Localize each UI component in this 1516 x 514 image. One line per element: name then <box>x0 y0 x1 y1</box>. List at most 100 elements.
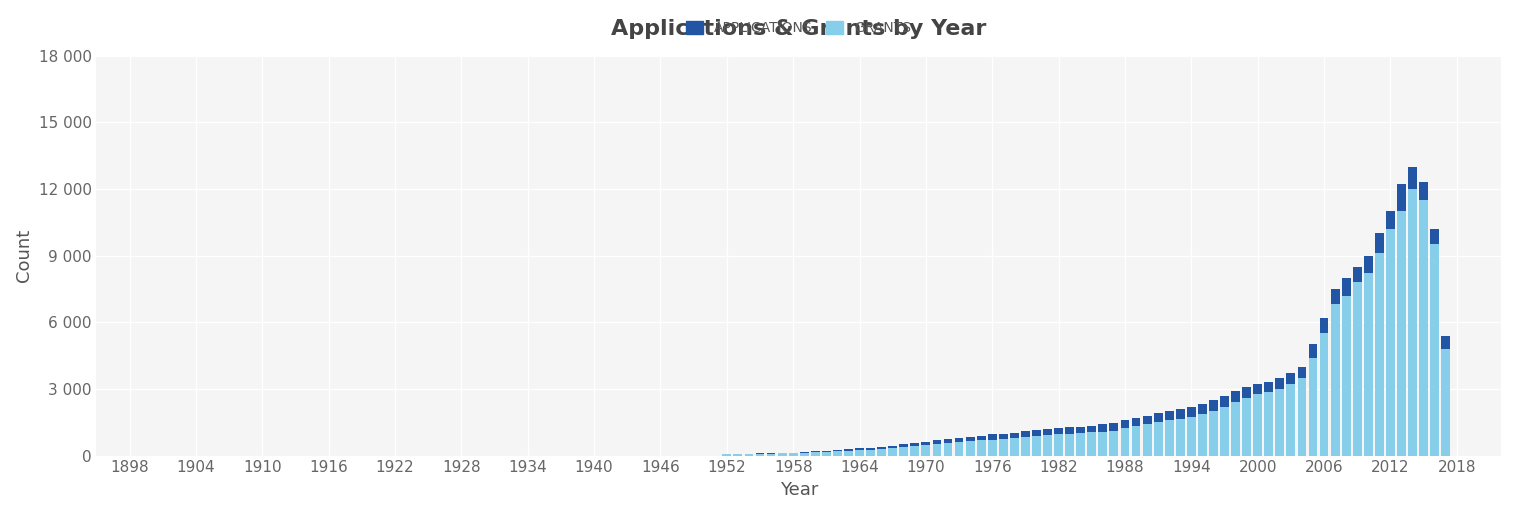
Bar <box>1242 398 1251 455</box>
Bar <box>811 451 820 455</box>
Bar <box>911 446 919 455</box>
Bar <box>811 452 820 455</box>
Bar <box>855 448 864 455</box>
Bar <box>832 451 841 455</box>
Bar <box>1066 427 1075 455</box>
Bar <box>1364 273 1372 455</box>
Bar <box>1254 384 1263 455</box>
Bar <box>976 435 985 455</box>
Bar <box>1066 434 1075 455</box>
Bar <box>1176 409 1184 455</box>
Bar <box>1287 373 1295 455</box>
Bar <box>943 443 952 455</box>
Bar <box>1020 437 1029 455</box>
Bar <box>899 447 908 455</box>
Bar <box>899 445 908 455</box>
Bar <box>1032 436 1041 455</box>
Bar <box>955 442 964 455</box>
Bar <box>778 453 787 455</box>
Bar <box>1076 427 1085 455</box>
Bar <box>1076 433 1085 455</box>
Bar <box>1010 433 1019 455</box>
Bar <box>999 434 1008 455</box>
Bar <box>888 446 897 455</box>
Bar <box>1176 419 1184 455</box>
Bar <box>734 453 743 455</box>
Bar <box>1331 289 1340 455</box>
Bar <box>800 452 808 455</box>
Bar <box>1287 384 1295 455</box>
Bar <box>788 453 797 455</box>
Bar <box>1342 296 1351 455</box>
Bar <box>1032 430 1041 455</box>
Bar <box>1087 426 1096 455</box>
Bar <box>1164 420 1173 455</box>
Bar <box>844 451 854 455</box>
Bar <box>1442 349 1451 455</box>
Bar <box>1198 414 1207 455</box>
Legend: APPLICATIONS, GRANTS: APPLICATIONS, GRANTS <box>679 14 919 42</box>
Bar <box>1120 428 1129 455</box>
Bar <box>932 444 941 455</box>
Bar <box>844 449 854 455</box>
Bar <box>1419 182 1428 455</box>
Bar <box>1143 424 1152 455</box>
Bar <box>878 449 885 455</box>
Bar <box>1375 233 1384 455</box>
Bar <box>1054 434 1063 455</box>
Bar <box>767 453 776 455</box>
Bar <box>1331 304 1340 455</box>
Bar <box>1043 435 1052 455</box>
Bar <box>1043 429 1052 455</box>
Bar <box>723 454 731 455</box>
Bar <box>1398 185 1405 455</box>
Bar <box>1187 417 1196 455</box>
Bar <box>822 451 831 455</box>
Bar <box>1386 211 1395 455</box>
Bar <box>1298 366 1307 455</box>
Bar <box>888 449 897 455</box>
Bar <box>1319 334 1328 455</box>
Bar <box>966 437 975 455</box>
Bar <box>1430 229 1439 455</box>
Bar <box>744 454 753 455</box>
Bar <box>1231 402 1240 455</box>
Bar <box>1164 411 1173 455</box>
Bar <box>1220 396 1229 455</box>
Bar <box>855 450 864 455</box>
X-axis label: Year: Year <box>779 481 819 499</box>
Bar <box>744 454 753 455</box>
Bar <box>1364 255 1372 455</box>
Bar <box>755 454 764 455</box>
Bar <box>1120 420 1129 455</box>
Bar <box>1020 431 1029 455</box>
Bar <box>734 454 743 455</box>
Bar <box>1198 405 1207 455</box>
Bar <box>1254 394 1263 455</box>
Bar <box>1187 407 1196 455</box>
Bar <box>1319 318 1328 455</box>
Bar <box>1087 432 1096 455</box>
Bar <box>822 452 831 455</box>
Bar <box>866 450 875 455</box>
Bar <box>1242 387 1251 455</box>
Bar <box>988 434 996 455</box>
Bar <box>1408 189 1417 455</box>
Bar <box>1419 200 1428 455</box>
Bar <box>1210 400 1217 455</box>
Bar <box>976 440 985 455</box>
Bar <box>1110 431 1119 455</box>
Bar <box>988 439 996 455</box>
Bar <box>1386 229 1395 455</box>
Bar <box>1154 413 1163 455</box>
Bar <box>832 450 841 455</box>
Bar <box>1352 267 1361 455</box>
Bar <box>922 442 931 455</box>
Bar <box>1264 392 1273 455</box>
Bar <box>1275 378 1284 455</box>
Bar <box>723 454 731 455</box>
Bar <box>1110 424 1119 455</box>
Bar <box>1143 416 1152 455</box>
Bar <box>932 440 941 455</box>
Bar <box>878 447 885 455</box>
